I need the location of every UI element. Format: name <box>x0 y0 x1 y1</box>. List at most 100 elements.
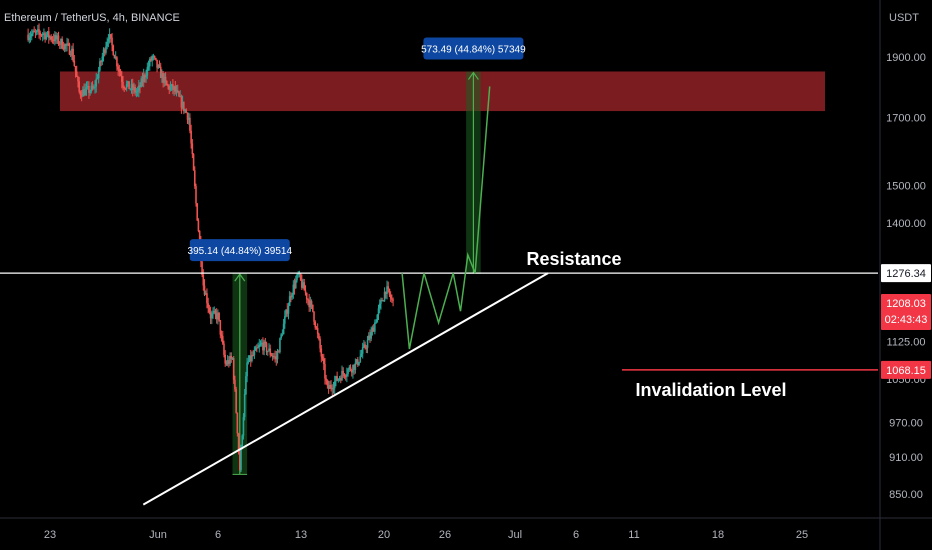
candle <box>80 90 83 102</box>
candle <box>166 80 168 86</box>
candle <box>204 290 207 295</box>
candle-body <box>83 89 85 96</box>
candle-body <box>243 394 246 418</box>
y-tick-label: 1700.00 <box>886 112 926 124</box>
x-tick-label: 26 <box>439 529 451 541</box>
candle-body <box>388 288 391 295</box>
candle <box>319 336 321 353</box>
candle <box>30 29 33 41</box>
candle <box>286 303 289 317</box>
candle <box>346 367 348 383</box>
candle-body <box>342 370 345 374</box>
candle-body <box>206 293 208 304</box>
candle-body <box>152 56 155 58</box>
candle-body <box>318 333 320 339</box>
candle <box>41 32 44 42</box>
candle-body <box>301 279 303 288</box>
candle-body <box>105 46 107 53</box>
candle-body <box>108 34 111 40</box>
candle <box>315 325 318 330</box>
candle-body <box>185 109 188 113</box>
candle <box>116 56 118 71</box>
candle <box>349 364 352 372</box>
candle-body <box>376 314 379 323</box>
candle-body <box>321 356 324 359</box>
candle-body <box>52 39 55 42</box>
candle-body <box>61 38 63 49</box>
candle <box>332 381 335 394</box>
candle <box>173 85 175 96</box>
candle <box>69 50 72 58</box>
candle-body <box>263 341 265 351</box>
x-tick-label: 6 <box>215 529 221 541</box>
candle <box>102 47 105 62</box>
current-price-label: 1208.03 <box>886 298 926 310</box>
candle-body <box>79 91 82 96</box>
candle <box>175 85 178 97</box>
candle <box>310 299 313 310</box>
candle <box>128 81 130 90</box>
candle <box>44 31 46 43</box>
candle <box>257 342 259 349</box>
x-tick-label: 11 <box>628 529 639 541</box>
candle-body <box>270 354 273 356</box>
candle <box>314 320 317 330</box>
support-trendline[interactable] <box>142 272 549 506</box>
candle <box>333 375 336 395</box>
candle-body <box>380 300 382 304</box>
candle-body <box>248 355 251 362</box>
candle <box>301 274 303 290</box>
candle <box>305 292 308 304</box>
x-tick-label: 25 <box>796 529 808 541</box>
candle <box>45 32 48 41</box>
time-axis[interactable] <box>0 518 880 550</box>
candle-body <box>139 85 141 88</box>
candle <box>27 28 29 42</box>
candle-body <box>264 341 267 344</box>
candle <box>133 82 135 94</box>
candle-body <box>119 71 122 77</box>
candle-body <box>190 130 192 144</box>
y-tick-label: 850.00 <box>889 489 923 501</box>
candle-body <box>193 170 196 187</box>
candle <box>145 69 147 83</box>
candle-body <box>312 304 314 312</box>
candle <box>56 32 59 44</box>
candle <box>176 84 179 94</box>
candle <box>130 79 133 94</box>
candle-body <box>213 310 216 313</box>
candle-body <box>256 347 258 349</box>
projection-path[interactable] <box>401 86 491 350</box>
candle-body <box>131 84 134 91</box>
candle-body <box>236 412 239 434</box>
candle-body <box>94 86 96 88</box>
candle-body <box>375 322 377 324</box>
candle <box>60 38 62 50</box>
candle-body <box>86 85 89 87</box>
candle <box>273 352 275 360</box>
candle <box>348 365 351 373</box>
candle <box>265 341 268 356</box>
candle-body <box>99 61 101 71</box>
candle <box>275 350 278 366</box>
candle <box>99 58 101 72</box>
candle <box>242 413 245 440</box>
candle-body <box>29 36 32 38</box>
candle <box>196 202 199 221</box>
candle-body <box>262 342 264 351</box>
candle-body <box>78 81 80 92</box>
candle <box>212 307 214 319</box>
candle <box>280 332 282 340</box>
candle <box>174 80 177 95</box>
candle-body <box>209 312 212 319</box>
candle <box>183 101 185 115</box>
candle-body <box>179 96 181 98</box>
candle <box>90 82 93 94</box>
candle <box>341 365 343 381</box>
candle-body <box>335 376 337 382</box>
candle <box>318 332 320 341</box>
candle <box>256 344 258 353</box>
